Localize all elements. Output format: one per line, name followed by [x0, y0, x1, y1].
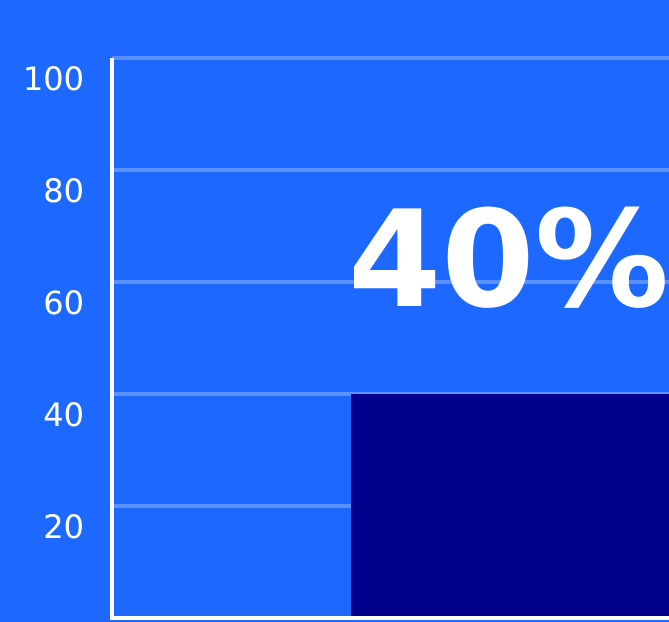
- y-tick-label-20: 20: [43, 508, 84, 546]
- bar-0: [351, 394, 669, 618]
- y-axis-ticks: 100 80 60 40 20: [23, 60, 84, 546]
- bars: [351, 394, 669, 618]
- y-tick-label-100: 100: [23, 60, 84, 98]
- y-tick-label-40: 40: [43, 396, 84, 434]
- bar-value-label: 40%: [348, 182, 669, 338]
- y-tick-label-80: 80: [43, 172, 84, 210]
- y-tick-label-60: 60: [43, 284, 84, 322]
